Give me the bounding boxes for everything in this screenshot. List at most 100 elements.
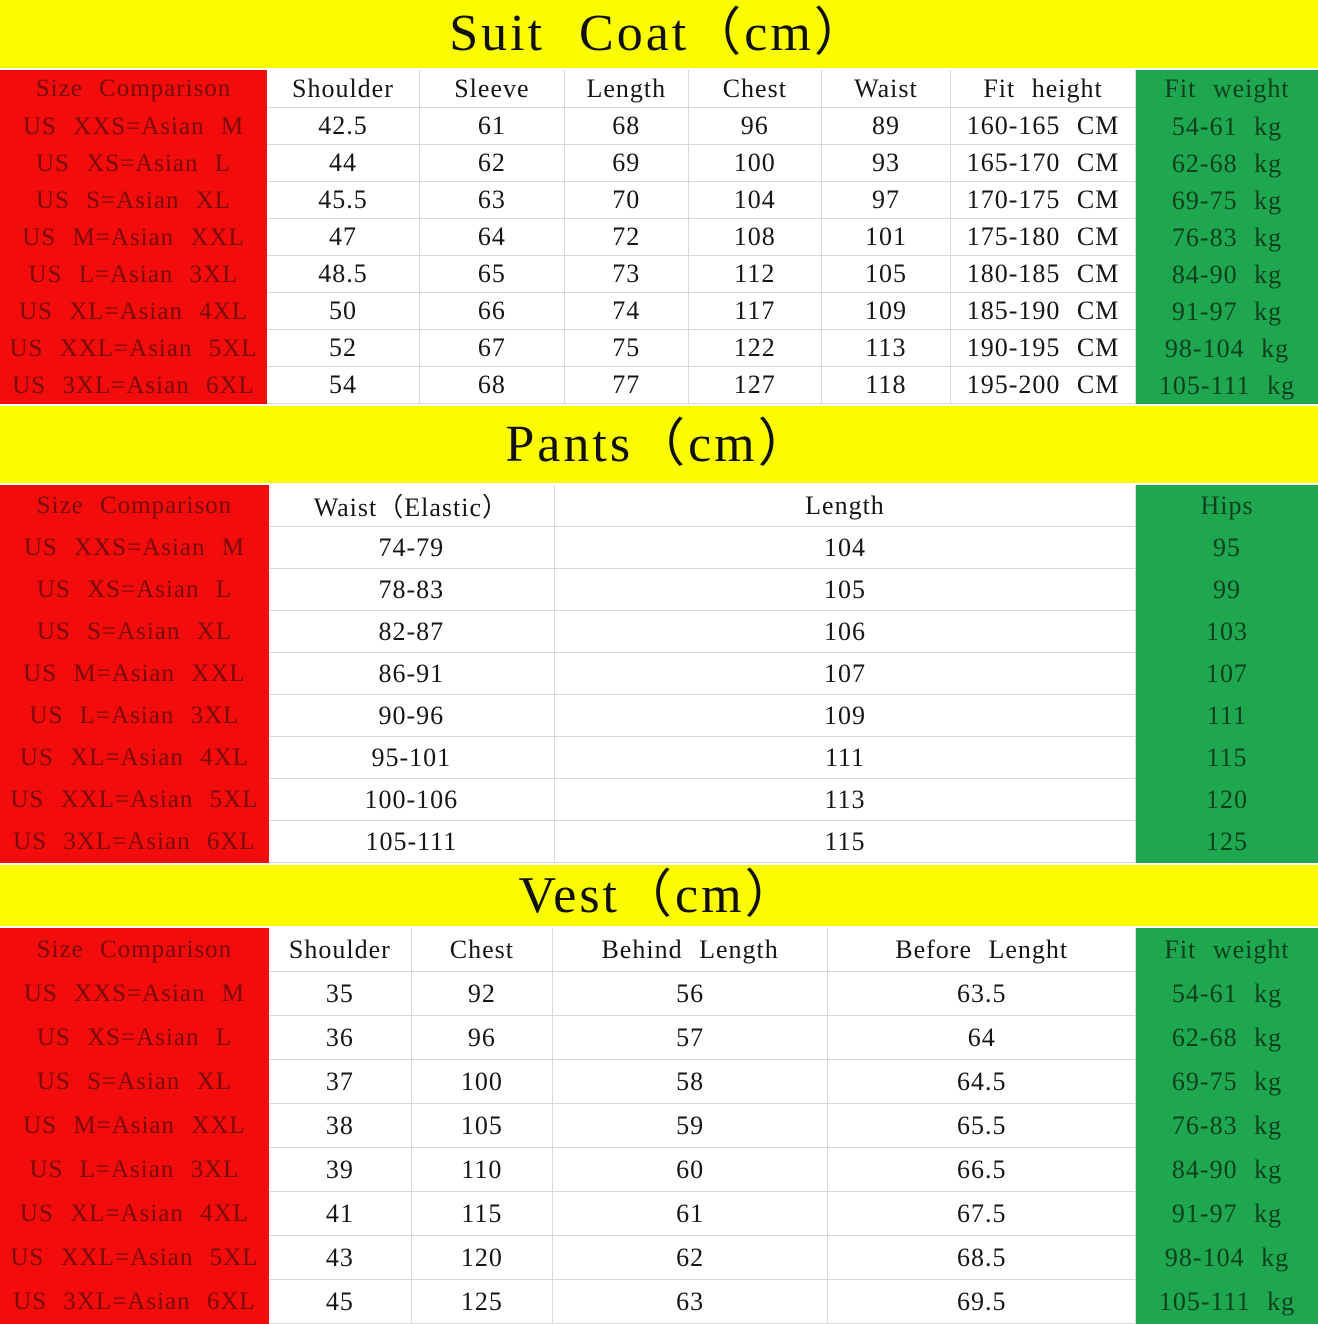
value-cell: 45.5 <box>267 182 420 219</box>
value-cell: 107 <box>554 653 1137 695</box>
size-label-cell: US M=Asian XXL <box>0 1104 269 1148</box>
value-cell: 98-104 kg <box>1136 1236 1318 1280</box>
value-cell: 120 <box>1136 779 1318 821</box>
value-cell: 59 <box>552 1104 829 1148</box>
value-cell: 125 <box>411 1280 553 1324</box>
value-cell: 37 <box>268 1060 412 1104</box>
value-cell: 103 <box>1136 611 1318 653</box>
size-label-cell: US M=Asian XXL <box>0 653 269 695</box>
size-label-cell: US XXL=Asian 5XL <box>0 1236 269 1280</box>
value-cell: 96 <box>411 1016 553 1060</box>
value-cell: 77 <box>564 367 689 404</box>
table-row: US XS=Asian L 78-83 105 99 <box>0 569 1318 611</box>
value-cell: 73 <box>564 256 689 293</box>
value-cell: 109 <box>554 695 1137 737</box>
value-cell: 190-195 CM <box>951 330 1137 367</box>
value-cell: 63 <box>419 182 565 219</box>
value-cell: 62-68 kg <box>1136 145 1318 182</box>
value-cell: 68.5 <box>828 1236 1137 1280</box>
table-row: US 3XL=Asian 6XL 54 68 77 127 118 195-200 CM 10… <box>0 367 1318 404</box>
value-cell: 180-185 CM <box>951 256 1137 293</box>
column-header-cell: Sleeve <box>419 70 565 108</box>
value-cell: 105-111 <box>268 821 555 863</box>
value-cell: 45 <box>268 1280 412 1324</box>
value-cell: 160-165 CM <box>951 108 1137 145</box>
value-cell: 60 <box>552 1148 829 1192</box>
value-cell: 68 <box>564 108 689 145</box>
value-cell: 117 <box>688 293 822 330</box>
value-cell: 64.5 <box>828 1060 1137 1104</box>
column-header-cell: Shoulder <box>267 70 420 108</box>
column-header-cell: Waist（Elastic） <box>268 485 555 527</box>
value-cell: 91-97 kg <box>1136 293 1318 330</box>
value-cell: 111 <box>1136 695 1318 737</box>
value-cell: 35 <box>268 972 412 1016</box>
value-cell: 93 <box>821 145 952 182</box>
value-cell: 84-90 kg <box>1136 1148 1318 1192</box>
value-cell: 44 <box>267 145 420 182</box>
table-row: US XS=Asian L 44 62 69 100 93 165-170 CM 62-68 … <box>0 145 1318 182</box>
value-cell: 105-111 kg <box>1136 1280 1318 1324</box>
size-label-cell: US 3XL=Asian 6XL <box>0 821 269 863</box>
value-cell: 98-104 kg <box>1136 330 1318 367</box>
value-cell: 96 <box>688 108 822 145</box>
value-cell: 185-190 CM <box>951 293 1137 330</box>
value-cell: 66.5 <box>828 1148 1137 1192</box>
value-cell: 170-175 CM <box>951 182 1137 219</box>
value-cell: 65.5 <box>828 1104 1137 1148</box>
value-cell: 64 <box>419 219 565 256</box>
value-cell: 105-111 kg <box>1136 367 1318 404</box>
value-cell: 86-91 <box>268 653 555 695</box>
value-cell: 75 <box>564 330 689 367</box>
value-cell: 67 <box>419 330 565 367</box>
value-cell: 97 <box>821 182 952 219</box>
value-cell: 63 <box>552 1280 829 1324</box>
value-cell: 82-87 <box>268 611 555 653</box>
table-row: US L=Asian 3XL 39 110 60 66.5 84-90 kg <box>0 1148 1318 1192</box>
header-row: Size Comparison Waist（Elastic） Length Hips <box>0 485 1318 527</box>
value-cell: 62 <box>419 145 565 182</box>
size-label-cell: US XL=Asian 4XL <box>0 293 268 330</box>
value-cell: 105 <box>821 256 952 293</box>
value-cell: 74-79 <box>268 527 555 569</box>
column-header-cell: Hips <box>1136 485 1318 527</box>
size-label-cell: US XXL=Asian 5XL <box>0 330 268 367</box>
value-cell: 89 <box>821 108 952 145</box>
size-label-cell: US S=Asian XL <box>0 182 268 219</box>
size-label-cell: US 3XL=Asian 6XL <box>0 367 268 404</box>
value-cell: 66 <box>419 293 565 330</box>
value-cell: 42.5 <box>267 108 420 145</box>
value-cell: 72 <box>564 219 689 256</box>
value-cell: 115 <box>1136 737 1318 779</box>
size-label-cell: US XXS=Asian M <box>0 972 269 1016</box>
value-cell: 100-106 <box>268 779 555 821</box>
value-cell: 58 <box>552 1060 829 1104</box>
value-cell: 175-180 CM <box>951 219 1137 256</box>
table-row: US S=Asian XL 82-87 106 103 <box>0 611 1318 653</box>
value-cell: 101 <box>821 219 952 256</box>
value-cell: 56 <box>552 972 829 1016</box>
value-cell: 104 <box>554 527 1137 569</box>
column-header-cell: Fit height <box>951 70 1137 108</box>
column-header-cell: Shoulder <box>268 928 412 972</box>
size-label-cell: US XXS=Asian M <box>0 108 268 145</box>
value-cell: 118 <box>821 367 952 404</box>
value-cell: 65 <box>419 256 565 293</box>
value-cell: 70 <box>564 182 689 219</box>
size-label-cell: US XL=Asian 4XL <box>0 1192 269 1236</box>
value-cell: 115 <box>554 821 1137 863</box>
value-cell: 47 <box>267 219 420 256</box>
value-cell: 36 <box>268 1016 412 1060</box>
value-cell: 106 <box>554 611 1137 653</box>
value-cell: 67.5 <box>828 1192 1137 1236</box>
table-row: US XXS=Asian M 42.5 61 68 96 89 160-165 CM 54-6… <box>0 108 1318 145</box>
value-cell: 113 <box>821 330 952 367</box>
table-row: US S=Asian XL 37 100 58 64.5 69-75 kg <box>0 1060 1318 1104</box>
pants-table: Size Comparison Waist（Elastic） Length Hips U… <box>0 485 1318 863</box>
size-label-cell: US 3XL=Asian 6XL <box>0 1280 269 1324</box>
column-header-cell: Before Lenght <box>828 928 1137 972</box>
value-cell: 105 <box>411 1104 553 1148</box>
value-cell: 38 <box>268 1104 412 1148</box>
table-row: US XXL=Asian 5XL 52 67 75 122 113 190-195 CM 98… <box>0 330 1318 367</box>
table-row: US L=Asian 3XL 90-96 109 111 <box>0 695 1318 737</box>
